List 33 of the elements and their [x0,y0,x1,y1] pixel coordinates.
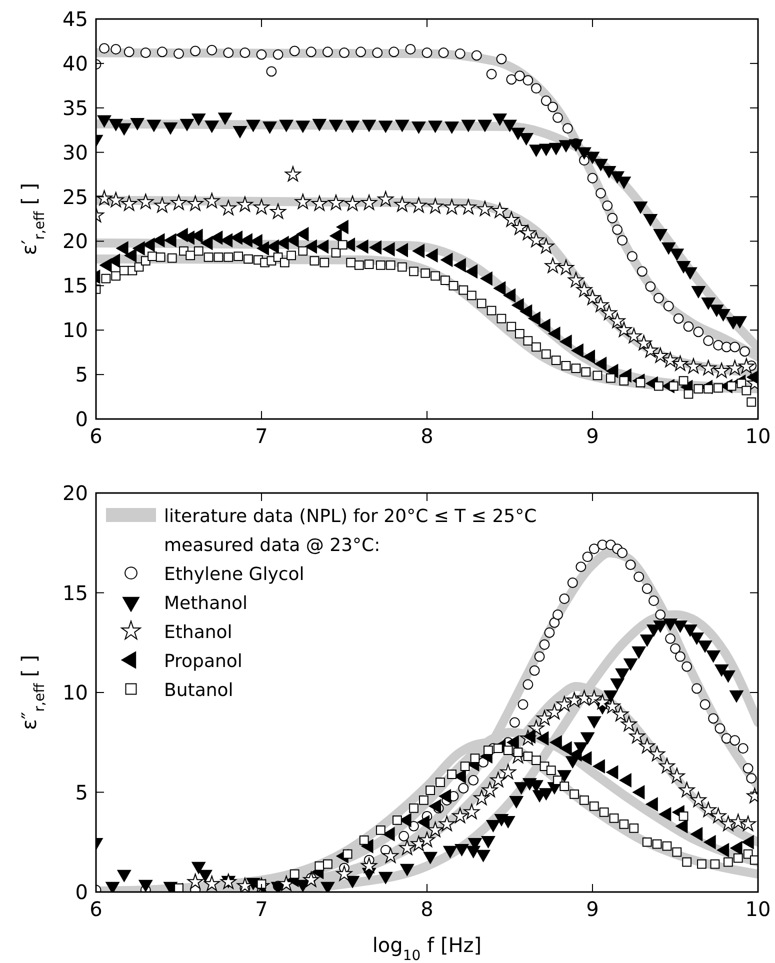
legend-label: Propanol [164,651,242,672]
legend-label: Methanol [164,593,248,614]
y-tick-label: 5 [75,780,88,804]
x-tick-label: 6 [90,897,102,921]
legend-label: literature data (NPL) for 20°C ≤ T ≤ 25°C [164,506,537,527]
x-tick-label: 6 [90,424,102,448]
y-tick-label: 20 [62,481,88,505]
x-tick-label: 7 [255,424,268,448]
x-tick-label: 9 [586,897,599,921]
y-tick-label: 0 [75,407,88,431]
y-tick-label: 20 [62,229,88,254]
legend-label: Butanol [164,680,234,701]
y-tick-label: 25 [62,184,88,209]
x-tick-label: 7 [255,897,268,921]
x-tick-label: 9 [586,424,599,448]
legend-label: Ethylene Glycol [164,564,304,585]
x-tick-label: 10 [745,897,771,921]
x-tick-label: 8 [420,897,434,921]
x-axis-title: log$_{10}$ f [Hz] [372,933,482,963]
y-tick-label: 5 [75,362,88,387]
legend-label: Ethanol [164,622,232,643]
x-tick-label: 10 [745,424,771,448]
legend-title: measured data @ 23°C: [164,535,380,556]
y-tick-label: 35 [62,96,88,120]
y-tick-label: 0 [75,880,88,904]
y-tick-label: 10 [62,318,88,342]
y-tick-label: 30 [62,140,88,164]
y-tick-label: 15 [62,274,88,298]
x-tick-label: 8 [420,424,434,448]
y-tick-label: 45 [62,7,88,31]
y-tick-label: 15 [62,580,88,605]
y-tick-label: 10 [62,680,88,704]
y-tick-label: 40 [62,51,88,76]
